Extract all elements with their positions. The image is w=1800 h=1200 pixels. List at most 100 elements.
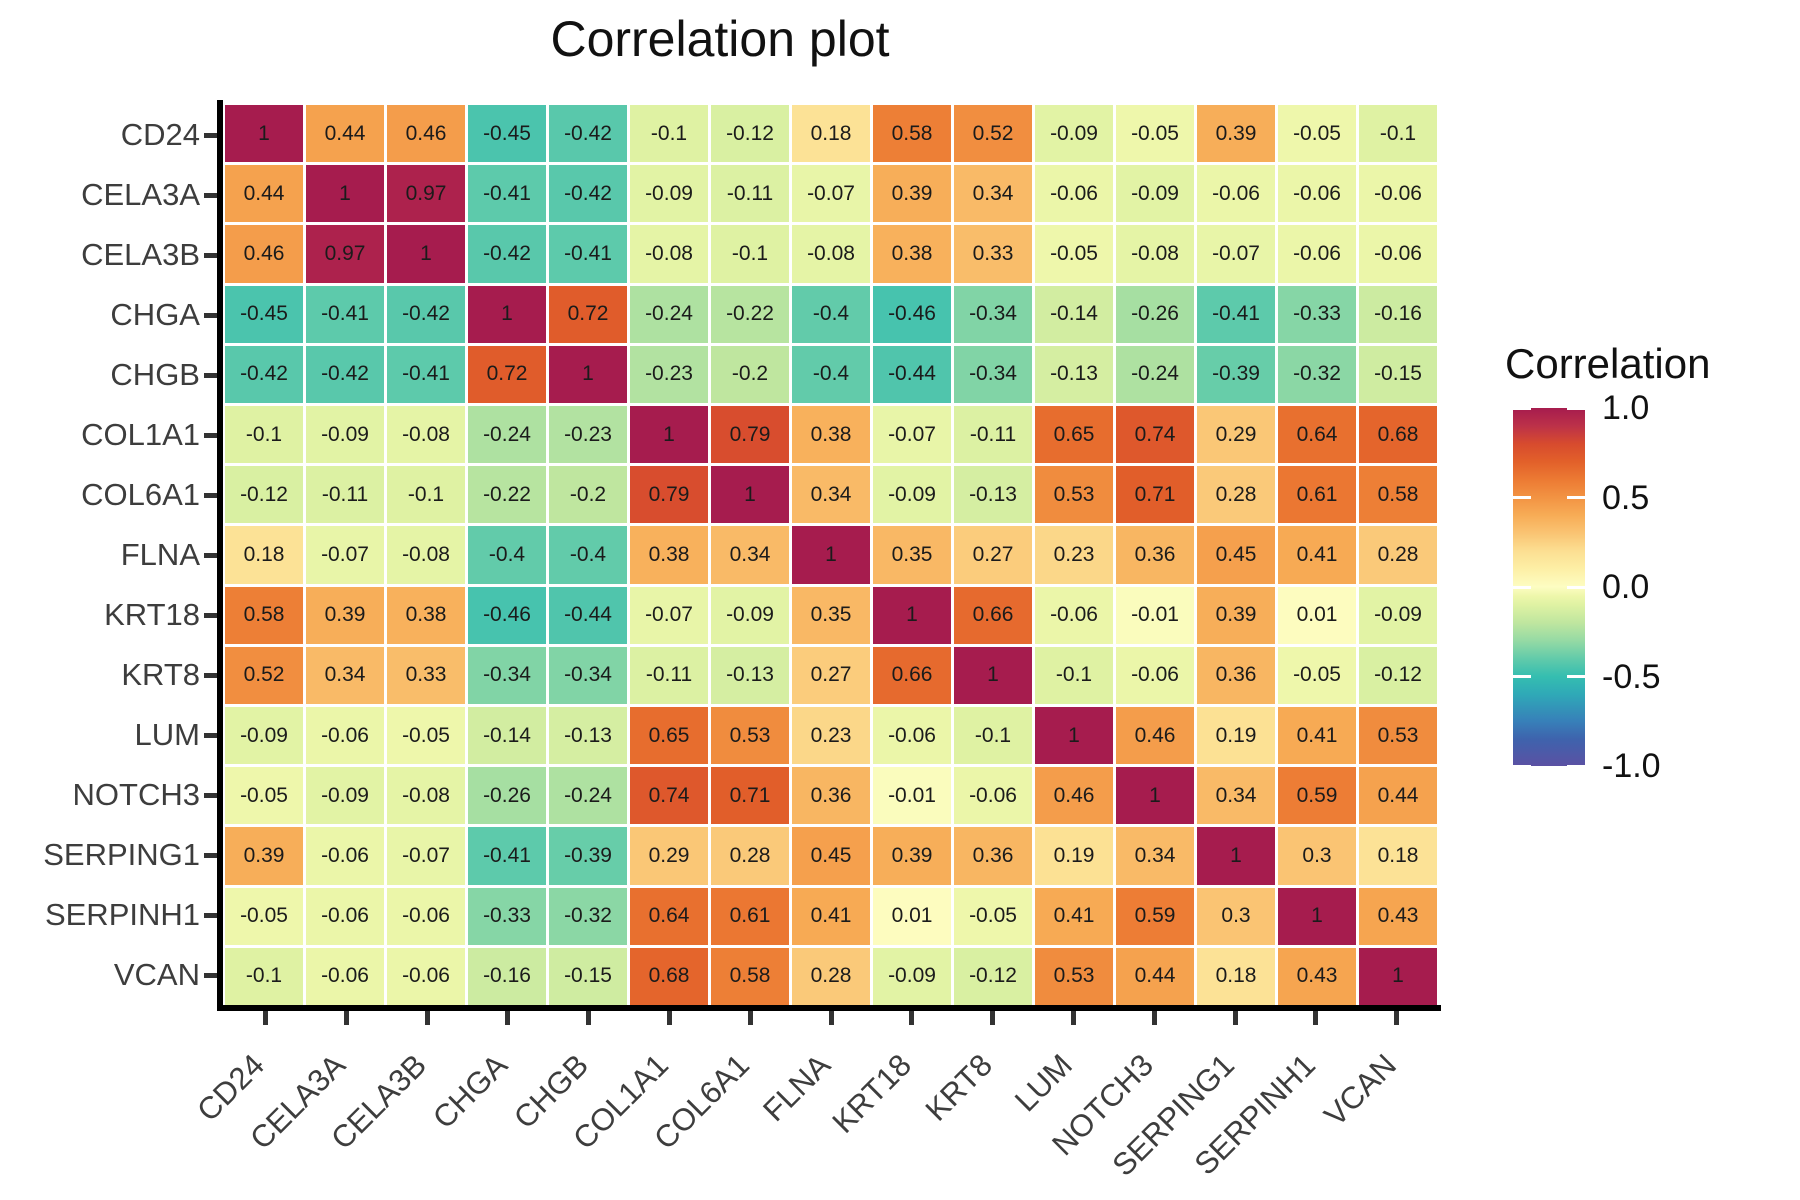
heatmap-cell: 0.74 [1116,406,1194,464]
heatmap-cell: -0.09 [630,165,708,223]
heatmap-cell: 0.66 [954,586,1032,644]
heatmap-cell: 0.46 [225,225,303,283]
heatmap-cell: 0.38 [630,526,708,584]
heatmap-cell: -0.22 [711,285,789,343]
x-axis-tick [343,1011,349,1025]
heatmap-cell: 0.41 [792,887,870,945]
heatmap-cell: -0.05 [1278,105,1356,163]
y-axis-label: KRT8 [121,657,200,692]
heatmap-cell: 0.65 [1035,406,1113,464]
heatmap-cell: -0.09 [873,466,951,524]
heatmap-cell: 1 [468,285,546,343]
heatmap-cell: -0.06 [1278,225,1356,283]
heatmap-cell: 0.72 [549,285,627,343]
heatmap-cell: -0.05 [954,887,1032,945]
x-axis-tick [586,1011,592,1025]
y-axis-label: LUM [134,717,200,752]
heatmap-cell: -0.11 [954,406,1032,464]
heatmap-cell: -0.08 [1116,225,1194,283]
heatmap-cell: 1 [1359,947,1437,1005]
y-axis-label: SERPINH1 [44,897,200,932]
heatmap-cell: 0.53 [711,707,789,765]
y-axis-tick [204,312,217,318]
heatmap-cell: -0.46 [468,586,546,644]
heatmap-cell: -0.1 [1359,105,1437,163]
heatmap-cell: -0.13 [1035,345,1113,403]
heatmap-cell: -0.23 [630,345,708,403]
y-axis-line [217,100,223,1011]
heatmap-cell: -0.32 [549,887,627,945]
heatmap-cell: -0.06 [306,827,384,885]
heatmap-cell: -0.08 [630,225,708,283]
y-axis-tick [204,852,217,858]
heatmap-cell: 0.28 [1359,526,1437,584]
heatmap-cell: 0.18 [1197,947,1275,1005]
heatmap-cell: -0.07 [1197,225,1275,283]
heatmap-cell: -0.34 [549,646,627,704]
heatmap-cell: 0.34 [711,526,789,584]
heatmap-cell: -0.41 [306,285,384,343]
heatmap-cell: -0.08 [387,406,465,464]
heatmap-cell: 0.52 [954,105,1032,163]
heatmap-cell: -0.14 [468,707,546,765]
heatmap-cell: -0.09 [306,767,384,825]
y-axis-tick [204,372,217,378]
heatmap-cell: 0.23 [792,707,870,765]
heatmap-cell: -0.41 [387,345,465,403]
heatmap-cell: 0.71 [1116,466,1194,524]
x-axis-line [217,1005,1441,1011]
heatmap-cell: 0.46 [387,105,465,163]
heatmap-cell: -0.15 [549,947,627,1005]
heatmap-cell: 0.39 [306,586,384,644]
y-axis-label: CHGB [110,357,200,392]
colorbar-tick-mark [1567,496,1585,499]
heatmap-cell: 0.68 [1359,406,1437,464]
heatmap-cell: -0.1 [1035,646,1113,704]
heatmap-cell: -0.01 [873,767,951,825]
heatmap-cell: 1 [306,165,384,223]
heatmap-cell: -0.09 [1116,165,1194,223]
heatmap-cell: 0.3 [1278,827,1356,885]
heatmap-cell: 0.36 [1116,526,1194,584]
x-axis-tick [909,1011,915,1025]
heatmap-cell: 0.72 [468,345,546,403]
x-axis-tick [747,1011,753,1025]
y-axis-tick [204,552,217,558]
heatmap-cell: -0.06 [954,767,1032,825]
heatmap-cell: -0.4 [468,526,546,584]
legend-tick-label: 0.5 [1602,478,1650,517]
heatmap-cell: -0.22 [468,466,546,524]
heatmap-cell: 1 [225,105,303,163]
heatmap-cell: -0.39 [1197,345,1275,403]
heatmap-cell: -0.05 [1116,105,1194,163]
heatmap-cell: 0.45 [792,827,870,885]
heatmap-cell: 0.45 [1197,526,1275,584]
heatmap-cell: 0.36 [792,767,870,825]
heatmap-cell: -0.11 [711,165,789,223]
heatmap-cell: 1 [954,646,1032,704]
heatmap-cell: -0.07 [873,406,951,464]
heatmap-cell: -0.09 [1359,586,1437,644]
heatmap-cell: -0.08 [792,225,870,283]
heatmap-cell: -0.41 [549,225,627,283]
heatmap-cell: 0.58 [873,105,951,163]
heatmap-cell: -0.07 [792,165,870,223]
y-axis-tick [204,432,217,438]
x-axis-tick [1394,1011,1400,1025]
heatmap-cell: 0.38 [873,225,951,283]
heatmap-cell: -0.15 [1359,345,1437,403]
heatmap-cell: -0.34 [954,285,1032,343]
y-axis-label: CHGA [110,297,200,332]
heatmap-cell: -0.42 [225,345,303,403]
heatmap-cell: -0.16 [468,947,546,1005]
heatmap-cell: -0.06 [1359,165,1437,223]
heatmap-cell: 0.59 [1278,767,1356,825]
heatmap-cell: -0.1 [225,947,303,1005]
heatmap-cell: -0.1 [387,466,465,524]
heatmap-cell: 0.74 [630,767,708,825]
colorbar-tick-mark [1513,406,1531,410]
heatmap-cell: 0.44 [1359,767,1437,825]
y-axis-label: CD24 [120,117,200,152]
heatmap-cell: 0.3 [1197,887,1275,945]
heatmap-cell: -0.1 [630,105,708,163]
